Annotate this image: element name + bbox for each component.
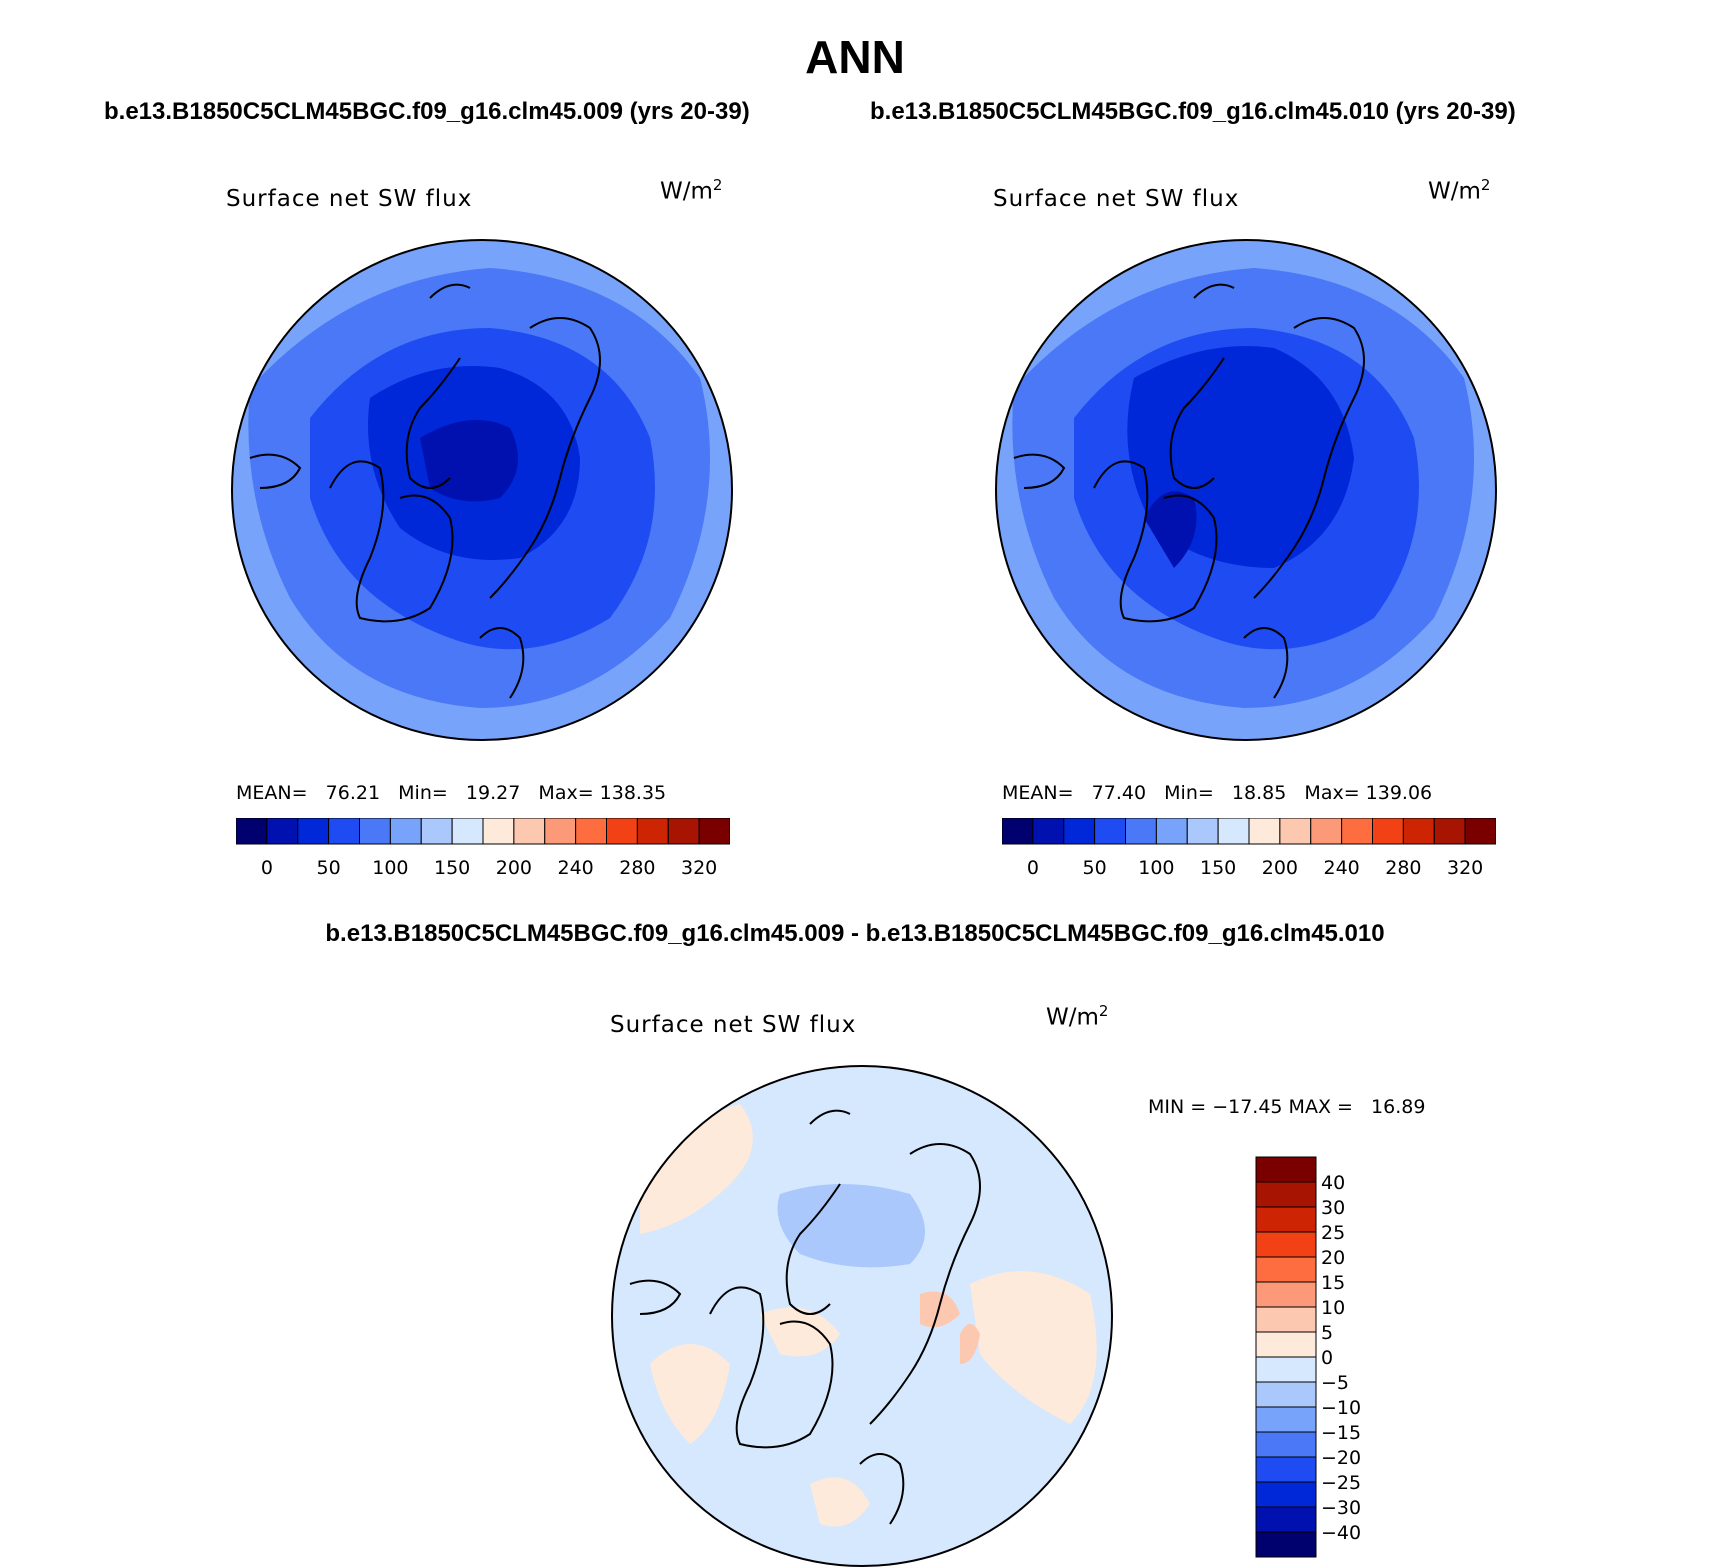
diff-colorbar: −40 −30 −25 −20 −15 −10 −5 0 5 10 15 20 25 30 40 — [1255, 1156, 1361, 1558]
colorbar-tick-label: 200 — [1262, 857, 1298, 879]
colorbar-swatch — [1155, 818, 1188, 845]
colorbar-tick-label: 40 — [1321, 1172, 1345, 1194]
colorbar-tick-label: 10 — [1321, 1297, 1345, 1319]
colorbar-swatch — [1402, 818, 1435, 845]
colorbar-tick-label: 320 — [1447, 857, 1483, 879]
colorbar-swatch — [1255, 1381, 1317, 1408]
left-polar-map — [231, 239, 733, 741]
colorbar-swatch — [1186, 818, 1219, 845]
colorbar-swatch — [451, 818, 484, 845]
colorbar-tick-label: 150 — [434, 857, 470, 879]
colorbar-tick-label: 50 — [1083, 857, 1107, 879]
colorbar-swatch — [1279, 818, 1312, 845]
colorbar-swatch — [513, 818, 546, 845]
colorbar-tick-label: 150 — [1200, 857, 1236, 879]
left-case-title: b.e13.B1850C5CLM45BGC.f09_g16.clm45.009 … — [104, 98, 750, 125]
colorbar-tick-label: 20 — [1321, 1247, 1345, 1269]
right-panel-variable: Surface net SW flux — [993, 186, 1240, 212]
colorbar-swatch — [1255, 1181, 1317, 1208]
colorbar-swatch — [1464, 818, 1496, 845]
colorbar-tick-label: −5 — [1321, 1372, 1349, 1394]
colorbar-swatch — [1002, 818, 1034, 845]
colorbar-swatch — [544, 818, 577, 845]
colorbar-tick-label: −30 — [1321, 1497, 1361, 1519]
colorbar-tick-label: 15 — [1321, 1272, 1345, 1294]
colorbar-swatch — [1255, 1156, 1317, 1183]
colorbar-swatch — [698, 818, 730, 845]
left-panel-variable: Surface net SW flux — [226, 186, 473, 212]
colorbar-tick-label: 0 — [261, 857, 273, 879]
colorbar-swatch — [1255, 1456, 1317, 1483]
colorbar-swatch — [1063, 818, 1096, 845]
colorbar-swatch — [297, 818, 330, 845]
colorbar-swatch — [389, 818, 422, 845]
diff-panel-stats: MIN = −17.45 MAX = 16.89 — [1148, 1096, 1426, 1118]
colorbar-tick-label: −10 — [1321, 1397, 1361, 1419]
colorbar-tick-label: 30 — [1321, 1197, 1345, 1219]
colorbar-swatch — [1341, 818, 1373, 845]
diff-case-title: b.e13.B1850C5CLM45BGC.f09_g16.clm45.009 … — [325, 920, 1385, 947]
colorbar-swatch — [1372, 818, 1404, 845]
colorbar-swatch — [1255, 1431, 1317, 1458]
colorbar-tick-label: 240 — [1323, 857, 1359, 879]
colorbar-tick-label: 280 — [619, 857, 655, 879]
colorbar-swatch — [1433, 818, 1466, 845]
colorbar-swatch — [1255, 1331, 1317, 1358]
colorbar-swatch — [1310, 818, 1343, 845]
colorbar-swatch — [1125, 818, 1157, 845]
left-panel-stats: MEAN= 76.21 Min= 19.27 Max= 138.35 — [236, 782, 667, 804]
colorbar-swatch — [1255, 1481, 1317, 1508]
colorbar-swatch — [359, 818, 391, 845]
colorbar-tick-label: −15 — [1321, 1422, 1361, 1444]
colorbar-swatch — [606, 818, 638, 845]
colorbar-tick-label: 50 — [317, 857, 341, 879]
colorbar-tick-label: 25 — [1321, 1222, 1345, 1244]
colorbar-tick-label: 0 — [1321, 1347, 1333, 1369]
colorbar-tick-label: 240 — [557, 857, 593, 879]
colorbar-swatch — [1255, 1531, 1317, 1558]
colorbar-swatch — [1255, 1406, 1317, 1433]
right-colorbar: 0 50 100 150 200 240 280 320 — [1002, 818, 1496, 879]
left-colorbar: 0 50 100 150 200 240 280 320 — [236, 818, 730, 879]
colorbar-tick-label: 100 — [372, 857, 408, 879]
colorbar-swatch — [1255, 1206, 1317, 1233]
colorbar-tick-label: 200 — [496, 857, 532, 879]
right-panel-units: W/m2 — [1428, 176, 1491, 205]
colorbar-tick-label: 5 — [1321, 1322, 1333, 1344]
colorbar-swatch — [1094, 818, 1126, 845]
diff-polar-map — [611, 1065, 1113, 1567]
colorbar-swatch — [1255, 1506, 1317, 1533]
colorbar-swatch — [1248, 818, 1281, 845]
colorbar-swatch — [1032, 818, 1065, 845]
right-case-title: b.e13.B1850C5CLM45BGC.f09_g16.clm45.010 … — [870, 98, 1516, 125]
colorbar-swatch — [1255, 1231, 1317, 1258]
colorbar-tick-label: 100 — [1138, 857, 1174, 879]
colorbar-swatch — [236, 818, 268, 845]
colorbar-tick-label: −40 — [1321, 1522, 1361, 1544]
diff-panel-units: W/m2 — [1046, 1002, 1109, 1031]
colorbar-swatch — [482, 818, 515, 845]
colorbar-tick-label: 280 — [1385, 857, 1421, 879]
colorbar-swatch — [420, 818, 453, 845]
colorbar-swatch — [575, 818, 607, 845]
left-panel-units: W/m2 — [660, 176, 723, 205]
colorbar-tick-label: −20 — [1321, 1447, 1361, 1469]
colorbar-tick-label: 0 — [1027, 857, 1039, 879]
colorbar-swatch — [1255, 1306, 1317, 1333]
colorbar-swatch — [328, 818, 360, 845]
colorbar-swatch — [1255, 1281, 1317, 1308]
colorbar-swatch — [266, 818, 299, 845]
diff-panel-variable: Surface net SW flux — [610, 1012, 857, 1038]
colorbar-tick-label: 320 — [681, 857, 717, 879]
figure-title: ANN — [805, 31, 905, 83]
right-panel-stats: MEAN= 77.40 Min= 18.85 Max= 139.06 — [1002, 782, 1433, 804]
right-polar-map — [995, 239, 1497, 741]
colorbar-swatch — [1255, 1356, 1317, 1383]
colorbar-swatch — [1255, 1256, 1317, 1283]
colorbar-swatch — [667, 818, 700, 845]
colorbar-swatch — [1217, 818, 1250, 845]
colorbar-swatch — [636, 818, 669, 845]
colorbar-tick-label: −25 — [1321, 1472, 1361, 1494]
